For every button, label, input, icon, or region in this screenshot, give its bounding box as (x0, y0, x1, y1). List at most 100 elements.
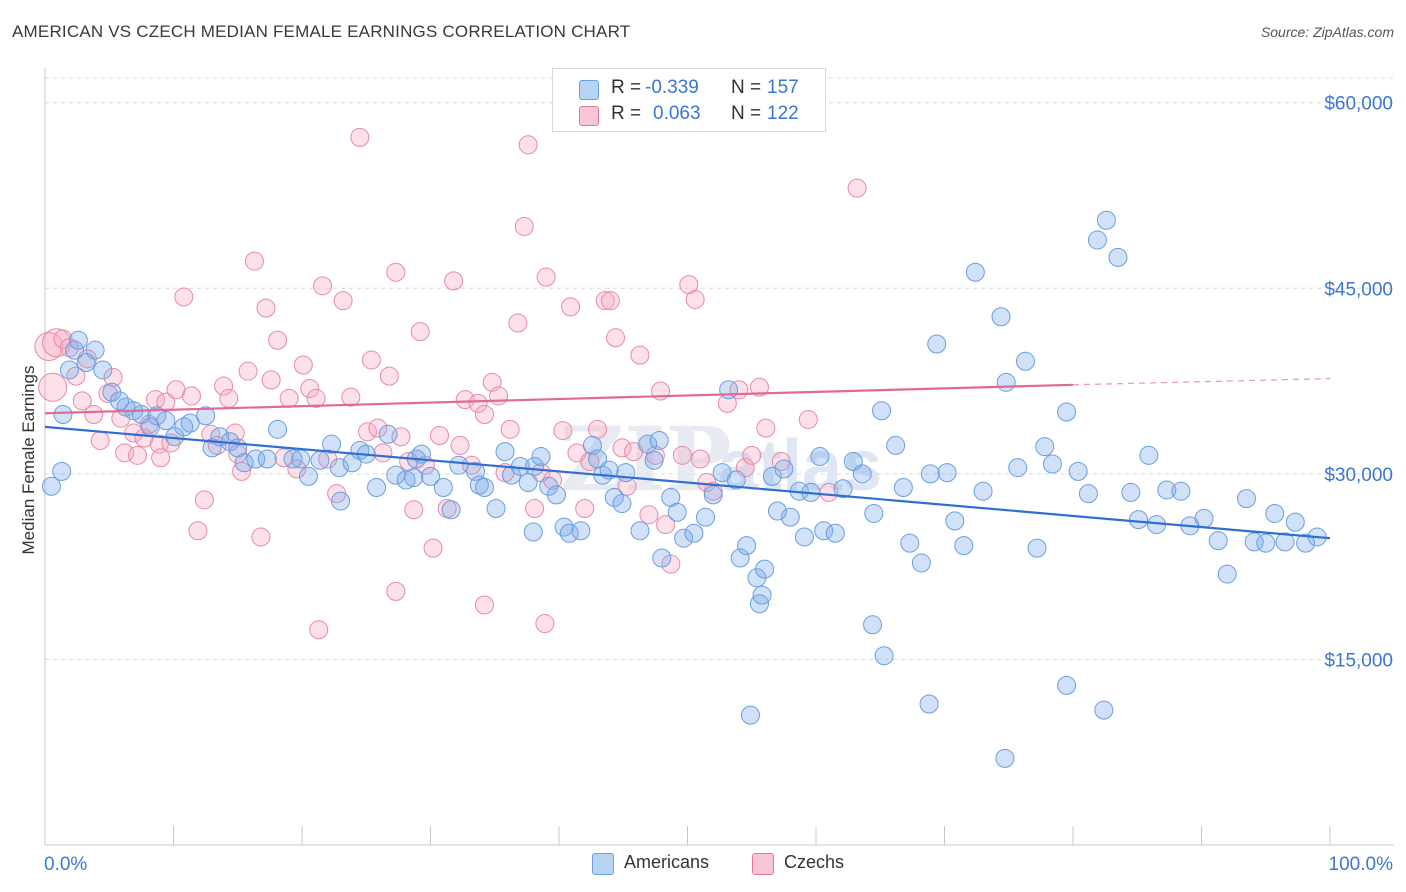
american-point (531, 447, 551, 467)
american-point (1194, 508, 1214, 528)
czech-point (219, 388, 239, 408)
american-point (833, 479, 853, 499)
czech-point (525, 499, 545, 519)
czechs-swatch (579, 106, 599, 126)
czech-point (361, 350, 381, 370)
american-point (246, 449, 266, 469)
czech-point (468, 393, 488, 413)
czech-point (756, 418, 776, 438)
american-point (810, 447, 830, 467)
american-point (864, 503, 884, 523)
american-point (1035, 437, 1055, 457)
czech-point (306, 388, 326, 408)
czech-point (508, 313, 528, 333)
american-point (767, 501, 787, 521)
czech-point (333, 291, 353, 311)
czech-point (300, 379, 320, 399)
american-point (449, 455, 469, 475)
american-point (612, 494, 632, 514)
american-point (737, 536, 757, 556)
y-tick-label: $60,000 (1324, 94, 1393, 115)
czech-point (373, 443, 393, 463)
american-point (996, 372, 1016, 392)
tick-labels: $15,000 $30,000 $45,000 $60,000 0.0% 100.0% Me… (19, 94, 1393, 875)
legend-n-label: N = (731, 77, 762, 98)
american-point (919, 694, 939, 714)
american-point (684, 523, 704, 543)
czech-point (256, 298, 276, 318)
czech-point (536, 267, 556, 287)
czech-point (561, 297, 581, 317)
czech-point (214, 376, 234, 396)
czech-point (606, 328, 626, 348)
czech-point (535, 614, 555, 634)
american-point (1015, 351, 1035, 371)
legend-r-value: -0.339 (645, 77, 699, 98)
american-point (762, 466, 782, 486)
american-point (1057, 675, 1077, 695)
american-point (719, 380, 739, 400)
czech-point (639, 505, 659, 525)
czech-point (685, 289, 705, 309)
american-point (755, 559, 775, 579)
american-point (630, 521, 650, 541)
american-point (571, 521, 591, 541)
american-point (1087, 230, 1107, 250)
american-point (495, 442, 515, 462)
czechs-trend-line (44, 383, 1074, 415)
american-point (649, 430, 669, 450)
americans-legend-swatch (592, 853, 614, 875)
american-point (523, 522, 543, 542)
american-point (93, 360, 113, 380)
american-point (52, 461, 72, 481)
czech-point (553, 421, 573, 441)
czech-point (455, 390, 475, 410)
american-point (329, 458, 349, 478)
american-point (1057, 402, 1077, 422)
czechs-points (34, 127, 867, 640)
czech-point (313, 276, 333, 296)
american-point (474, 477, 494, 497)
american-point (486, 499, 506, 519)
american-point (1078, 484, 1098, 504)
american-point (174, 417, 194, 437)
czech-point (450, 435, 470, 455)
american-point (695, 507, 715, 527)
czech-point (341, 387, 361, 407)
x-tick-label: 100.0% (1329, 854, 1394, 875)
american-point (441, 500, 461, 520)
american-point (1265, 503, 1285, 523)
czech-point (244, 251, 264, 271)
american-point (322, 434, 342, 454)
y-axis-label: Median Female Earnings (19, 366, 38, 555)
czech-point (251, 527, 271, 547)
czech-point (268, 330, 288, 350)
legend-r-label: R = (611, 103, 642, 124)
czech-point (174, 287, 194, 307)
american-point (893, 477, 913, 497)
czech-point (575, 499, 595, 519)
czech-point (690, 449, 710, 469)
czech-point (444, 271, 464, 291)
american-point (331, 491, 351, 511)
czech-point (474, 404, 494, 424)
american-point (911, 553, 931, 573)
american-point (310, 450, 330, 470)
y-tick-label: $15,000 (1324, 650, 1393, 671)
american-point (196, 406, 216, 426)
american-point (965, 262, 985, 282)
american-point (1068, 461, 1088, 481)
czech-point (287, 459, 307, 479)
american-point (367, 477, 387, 497)
americans-trend-line (44, 425, 1331, 540)
american-point (1042, 454, 1062, 474)
czech-point (194, 490, 214, 510)
czech-point (72, 391, 92, 411)
american-point (825, 523, 845, 543)
american-point (1275, 532, 1295, 552)
american-point (525, 456, 545, 476)
american-point (852, 464, 872, 484)
american-point (156, 411, 176, 431)
american-point (404, 468, 424, 488)
